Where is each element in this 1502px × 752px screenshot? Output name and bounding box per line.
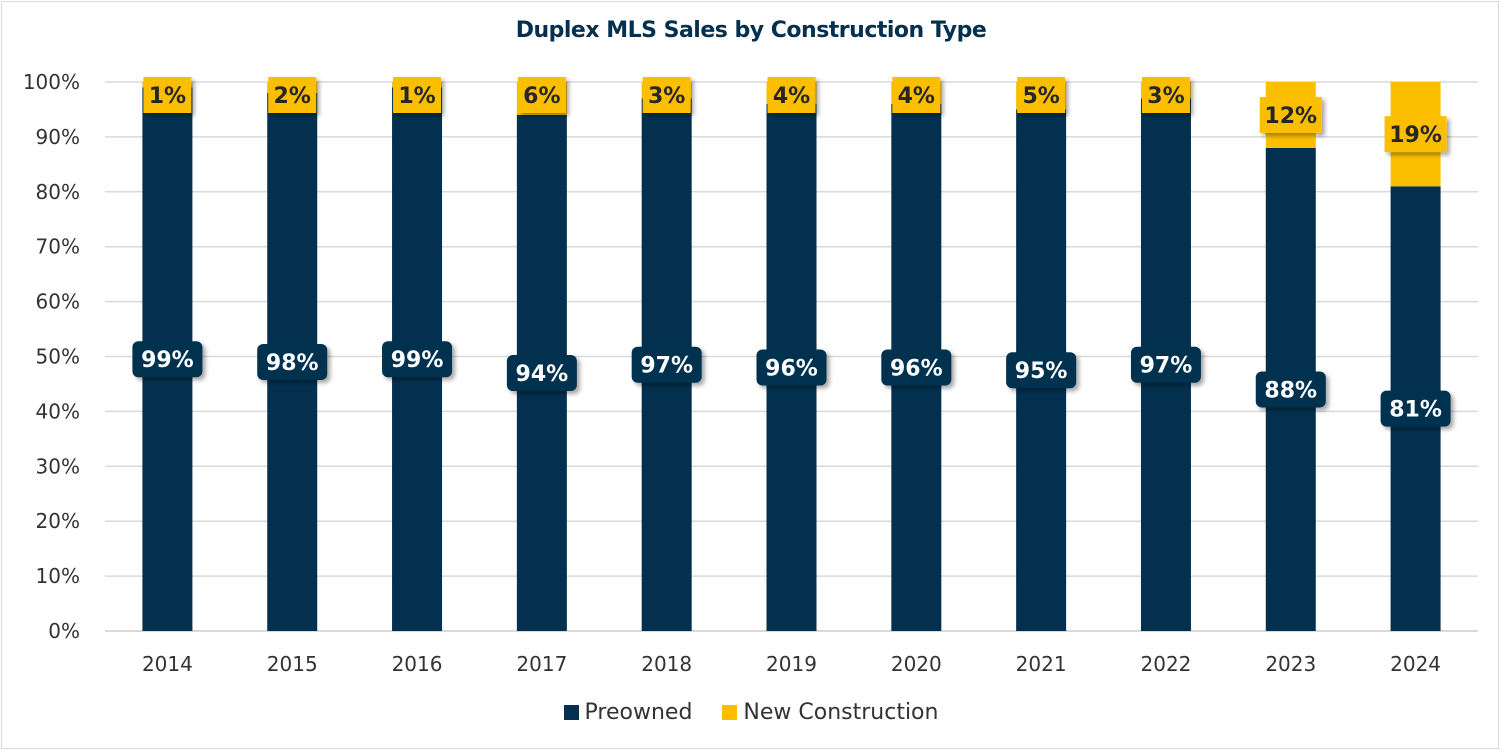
data-label-box [257,343,328,380]
y-tick-label: 0% [48,619,80,643]
data-label: 19% [1389,123,1442,148]
chart-title: Duplex MLS Sales by Construction Type [515,18,987,43]
legend: Preowned New Construction [0,700,1502,725]
data-label: 6% [523,84,560,109]
data-label-box [881,349,952,386]
data-label-box [393,77,442,113]
data-label: 3% [1147,84,1184,109]
x-tick-label: 2023 [1265,652,1316,676]
data-label-box [268,77,317,113]
data-label: 4% [773,84,810,109]
data-label: 81% [1389,398,1442,423]
data-label-box [631,346,702,383]
x-tick-label: 2019 [766,652,817,676]
data-label-box [506,354,577,391]
data-label-box [1380,390,1451,427]
data-label-box [1141,77,1190,113]
y-tick-label: 40% [36,399,80,423]
data-label: 97% [640,354,693,379]
y-tick-label: 90% [36,125,80,149]
data-label: 97% [1140,354,1193,379]
y-tick-label: 80% [36,180,80,204]
data-label: 88% [1264,378,1317,403]
data-label: 95% [1015,359,1068,384]
data-label: 99% [141,348,194,373]
x-tick-label: 2018 [641,652,692,676]
data-label-box [143,77,192,113]
data-label: 98% [266,351,319,376]
data-label-box [642,77,691,113]
data-label-box [1255,371,1326,408]
y-tick-label: 50% [36,345,80,369]
legend-swatch-new-construction [722,705,738,720]
data-label-box [1259,96,1322,133]
data-label: 96% [890,356,943,381]
x-tick-label: 2015 [267,652,318,676]
y-tick-label: 60% [36,290,80,314]
y-tick-label: 20% [36,509,80,533]
data-label-box [892,77,941,113]
data-label: 4% [898,84,935,109]
data-label-box [1130,346,1201,383]
data-label-box [756,349,827,386]
x-tick-label: 2021 [1016,652,1067,676]
x-tick-label: 2024 [1390,652,1441,676]
legend-label-new-construction: New Construction [743,700,939,725]
x-tick-label: 2020 [891,652,942,676]
y-tick-label: 10% [36,564,80,588]
x-tick-label: 2014 [142,652,193,676]
data-label: 94% [516,362,569,387]
data-label: 5% [1022,84,1059,109]
legend-item-new-construction[interactable]: New Construction [722,700,938,725]
data-label-box [1384,116,1447,153]
data-label-box [517,77,566,113]
legend-label-preowned: Preowned [584,700,693,725]
y-tick-label: 30% [36,454,80,478]
data-label: 2% [274,84,311,109]
legend-item-preowned[interactable]: Preowned [563,700,693,725]
data-label-box [1017,77,1066,113]
data-label-box [382,341,453,378]
data-label: 99% [391,348,444,373]
data-label-box [132,341,203,378]
legend-swatch-preowned [563,705,579,720]
y-tick-label: 70% [36,235,80,259]
data-label: 12% [1264,104,1317,129]
x-tick-label: 2016 [392,652,443,676]
data-label: 96% [765,356,818,381]
y-tick-label: 100% [23,70,80,94]
x-tick-label: 2022 [1141,652,1192,676]
data-label: 3% [648,84,685,109]
x-tick-label: 2017 [516,652,567,676]
data-label-box [767,77,816,113]
data-label-box [1006,352,1077,389]
data-label: 1% [149,84,186,109]
data-label: 1% [398,84,435,109]
